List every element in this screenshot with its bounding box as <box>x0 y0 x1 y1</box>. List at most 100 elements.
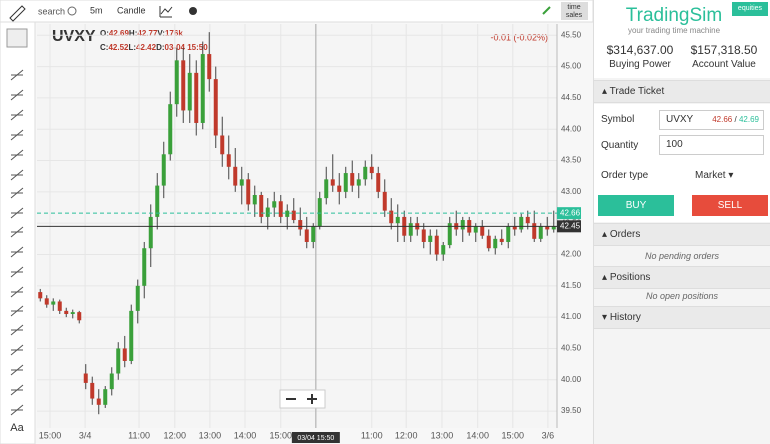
search[interactable]: search <box>38 6 65 16</box>
value: 03-04 15:50 <box>165 43 209 52</box>
ohlc-line: C:42.52L:42.42D:03-04 15:50 <box>100 43 208 52</box>
settings-icon[interactable] <box>189 7 197 15</box>
time-sales-button[interactable] <box>561 2 588 20</box>
candle-body <box>122 348 127 361</box>
candle-body <box>57 301 62 311</box>
tool-icon[interactable] <box>10 187 24 199</box>
quantity: 100 <box>666 139 683 150</box>
x-tick-label: 15:00 <box>39 430 62 440</box>
tool-icon[interactable] <box>10 324 24 336</box>
candle-body <box>382 191 387 211</box>
zoom-in[interactable] <box>307 394 317 404</box>
tool-icon[interactable] <box>10 226 24 238</box>
value: 42.52 <box>108 43 129 52</box>
interval[interactable]: 5m <box>90 5 103 15</box>
x-tick-label: 14:00 <box>466 430 489 440</box>
tool-icon[interactable] <box>10 207 24 219</box>
candle-body <box>330 179 335 186</box>
side-panel: TradingSim equities your trading time ma… <box>593 0 770 444</box>
candle-body <box>532 223 537 239</box>
order-type-label: Order type <box>601 170 649 181</box>
symbol-input[interactable]: UVXY 42.66 / 42.69 <box>659 110 764 130</box>
candle-body <box>545 226 550 230</box>
sell-button[interactable]: SELL <box>692 195 768 216</box>
candle-body <box>226 154 231 167</box>
time-sales[interactable]: sales <box>566 12 583 19</box>
crosshair-tool[interactable] <box>6 28 28 48</box>
tool-icon[interactable] <box>10 69 24 81</box>
left-toolbar <box>0 21 36 444</box>
tool-icon[interactable] <box>10 384 24 396</box>
x-tick-label: 3/4 <box>79 430 92 440</box>
zoom-box[interactable] <box>279 389 326 409</box>
tool-icon[interactable] <box>10 109 24 121</box>
section-title: Positions <box>609 272 651 283</box>
candle-body <box>233 166 238 186</box>
quantity-label: Quantity <box>601 140 639 151</box>
section-title: Orders <box>609 229 641 240</box>
chart-style[interactable]: Candle <box>117 5 146 15</box>
x-tick-label: 12:00 <box>164 430 187 440</box>
tool-icon[interactable] <box>10 286 24 298</box>
tool-icon[interactable] <box>10 266 24 278</box>
y-tick-label: 40.00 <box>561 375 582 384</box>
candle-body <box>187 72 192 111</box>
order-type[interactable]: Market ▾ <box>695 170 734 181</box>
candle-body <box>324 179 329 199</box>
time-sales[interactable]: time <box>567 4 580 11</box>
candle-body <box>512 226 517 230</box>
studies-icon[interactable] <box>159 6 173 18</box>
history-header[interactable]: ▾ History <box>594 306 770 329</box>
orders-header[interactable]: ▴ Orders <box>594 223 770 246</box>
x-tick-label: 12:00 <box>395 430 418 440</box>
tool-icon[interactable] <box>10 305 24 317</box>
text-tool[interactable]: Aa <box>10 422 24 434</box>
symbol: UVXY <box>52 28 96 45</box>
sep: / <box>734 115 737 124</box>
candle-body <box>363 166 368 180</box>
y-tick-label: 39.50 <box>561 406 582 415</box>
label: O: <box>100 29 109 38</box>
candle-body <box>343 173 348 192</box>
positions-empty: No open positions <box>645 291 719 301</box>
tool-icon[interactable] <box>10 344 24 356</box>
candle-body <box>181 60 186 111</box>
label: D: <box>156 43 164 52</box>
trade-ticket-header[interactable]: ▴ Trade Ticket <box>594 80 770 103</box>
candle-body <box>200 54 205 123</box>
label: C: <box>100 43 108 52</box>
x-tick-label: 11:00 <box>128 430 150 440</box>
candle-body <box>389 210 394 224</box>
candle-body <box>51 301 56 305</box>
candle-body <box>493 238 498 249</box>
y-tick-label: 44.50 <box>561 93 582 102</box>
order-type-value: Market <box>695 170 726 181</box>
link-icon[interactable] <box>542 6 551 15</box>
candle-body <box>408 223 413 236</box>
tool-icon[interactable] <box>10 129 24 141</box>
tool-icon[interactable] <box>10 246 24 258</box>
buying-power-label: Buying Power <box>609 59 671 70</box>
search-icon[interactable] <box>67 6 77 16</box>
crosshair-label: 03/04 15:50 <box>297 435 334 442</box>
x-tick-label: 15:00 <box>502 430 525 440</box>
candle-body <box>525 216 530 224</box>
draw-icon[interactable] <box>9 5 26 22</box>
positions-header[interactable]: ▴ Positions <box>594 266 770 289</box>
tool-icon[interactable] <box>10 89 24 101</box>
y-tick-label: 41.50 <box>561 281 582 290</box>
candle-body <box>311 226 316 242</box>
quantity-input[interactable]: 100 <box>659 135 764 155</box>
bid: 42.66 <box>712 115 733 124</box>
tool-icon[interactable] <box>10 364 24 376</box>
candle-body <box>252 194 257 205</box>
candle-body <box>148 216 153 249</box>
candle-body <box>213 79 218 136</box>
tool-icon[interactable] <box>10 404 24 416</box>
buy-button[interactable]: BUY <box>598 195 674 216</box>
crosshair-label-bg <box>291 432 340 443</box>
candle-body <box>480 226 485 236</box>
tool-icon[interactable] <box>10 149 24 161</box>
price-tag-label: 42.66 <box>560 208 581 217</box>
tool-icon[interactable] <box>10 169 24 181</box>
